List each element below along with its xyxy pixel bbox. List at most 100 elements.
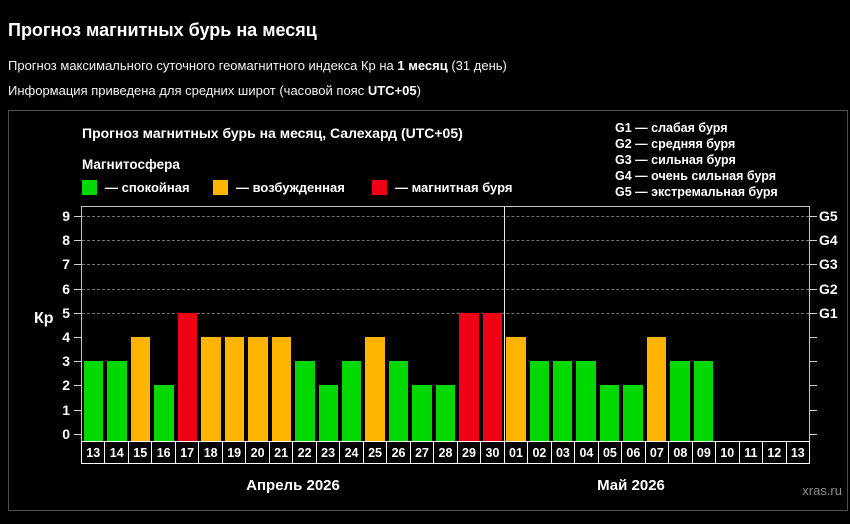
kp-bar-day-21 (271, 337, 292, 442)
y-tick-left (74, 312, 81, 314)
y-tick-label: 4 (62, 329, 70, 345)
y-tick-right (810, 385, 817, 387)
legend-title: Магнитосфера (82, 157, 180, 172)
gridline-kp-5 (82, 312, 809, 314)
kp-bar-day-14 (107, 361, 127, 442)
chart-title: Прогноз магнитных бурь на месяц, Салехар… (82, 125, 463, 141)
y-tick-right (810, 433, 817, 435)
date-cell: 21 (268, 442, 292, 463)
kp-bar-day-05 (599, 385, 620, 442)
kp-bar-day-16 (154, 385, 174, 442)
date-cell: 16 (151, 442, 174, 463)
kp-bar-day-18 (201, 337, 221, 442)
kp-bar-day-17 (177, 312, 198, 442)
kp-bar-day-26 (388, 361, 409, 442)
kp-bar-day-07 (646, 337, 667, 442)
y-tick-left (74, 385, 81, 387)
date-cell: 08 (668, 442, 691, 463)
date-cell: 01 (503, 442, 527, 463)
g-scale-line: G3 — сильная буря (615, 153, 736, 167)
y-tick-label: 7 (62, 256, 70, 273)
date-cell: 17 (174, 442, 198, 463)
y-tick-label: 0 (62, 425, 70, 442)
kp-bar-day-25 (365, 337, 385, 442)
kp-bar-day-30 (482, 312, 503, 442)
y-tick-label: 2 (62, 377, 70, 394)
date-axis-row: 13 14 15 16 17 18 19 20 21 22 23 24 25 26 27 28 29 30 01 02… (81, 441, 810, 464)
y-tick-label: 6 (62, 280, 70, 297)
kp-bar-day-29 (459, 312, 479, 442)
watermark: xras.ru (802, 483, 842, 498)
date-cell: 13 (785, 442, 809, 463)
date-cell: 09 (691, 442, 715, 463)
y-tick-left (74, 240, 81, 242)
legend-label-quiet: — спокойная (105, 180, 190, 195)
y-tick-right (810, 337, 817, 338)
date-cell: 20 (245, 442, 268, 463)
gridline-kp-6 (82, 288, 809, 290)
kp-bar-day-13 (84, 361, 104, 442)
date-cell: 23 (315, 442, 339, 463)
date-cell: 03 (550, 442, 574, 463)
kp-bar-day-19 (224, 337, 245, 442)
gridline-kp-9 (82, 216, 809, 217)
date-cell: 06 (621, 442, 644, 463)
y-tick-label: 8 (62, 232, 70, 249)
date-cell: 18 (198, 442, 221, 463)
y-tick-label: 3 (62, 353, 70, 370)
y-tick-right (810, 264, 817, 266)
date-cell: 04 (574, 442, 597, 463)
g-scale-line: G2 — средняя буря (615, 137, 736, 151)
legend-item-storm: — магнитная буря (372, 180, 512, 195)
page-subtitle-2: Информация приведена для средних широт (… (8, 83, 421, 98)
date-cell: 27 (409, 442, 433, 463)
legend-item-excited: — возбужденная (213, 180, 345, 195)
legend-label-excited: — возбужденная (236, 180, 345, 195)
kp-bar-day-27 (412, 385, 432, 442)
kp-bar-day-15 (130, 337, 151, 442)
date-cell: 19 (221, 442, 245, 463)
y-tick-label: 1 (62, 401, 70, 418)
date-cell: 05 (597, 442, 621, 463)
gridline-kp-8 (82, 240, 809, 242)
kp-bar-day-08 (670, 361, 690, 442)
gridline-kp-7 (82, 264, 809, 266)
y-tick-left (74, 264, 81, 266)
date-cell: 15 (127, 442, 151, 463)
y-tick-right (810, 240, 817, 242)
date-cell: 13 (86, 445, 101, 460)
y-tick-left (74, 288, 81, 290)
kp-bar-day-28 (435, 385, 456, 442)
plot-area: Кр 0 1 2 3 4 5 6 7 8 9 G1 G2 G3 G4 G5 (34, 206, 838, 443)
forecast-chart-panel: Прогноз магнитных бурь на месяц, Салехар… (8, 110, 848, 511)
kp-bar-day-22 (295, 361, 315, 442)
date-cell: 22 (292, 442, 315, 463)
date-cell: 25 (362, 442, 386, 463)
page-title: Прогноз магнитных бурь на месяц (8, 20, 317, 40)
y-axis-title: Кр (34, 310, 54, 327)
quiet-color-swatch (82, 180, 97, 195)
date-cell: 11 (738, 442, 762, 463)
y-tick-right (810, 409, 817, 411)
kp-bar-day-06 (623, 385, 643, 442)
g-scale-legend: G1 — слабая буря G2 — средняя буря G3 — си… (615, 120, 778, 200)
g-scale-line: G5 — экстремальная буря (615, 185, 778, 199)
y-tick-left (74, 337, 81, 338)
excited-color-swatch (213, 180, 228, 195)
y-tick-right (810, 216, 817, 217)
month-separator-line (504, 207, 506, 442)
y-tick-right (810, 361, 817, 363)
kp-bar-day-09 (693, 361, 714, 442)
date-cell: 26 (386, 442, 409, 463)
storm-color-swatch (372, 180, 387, 195)
month-label-may: Май 2026 (597, 477, 665, 494)
g-level-label-G1: G1 (819, 304, 838, 321)
date-cell: 14 (104, 442, 127, 463)
date-cell: 30 (480, 442, 503, 463)
y-tick-left (74, 216, 81, 217)
date-cell: 12 (762, 442, 785, 463)
page-subtitle-1: Прогноз максимального суточного геомагни… (8, 58, 507, 73)
g-level-label-G5: G5 (819, 208, 838, 224)
kp-bar-day-03 (553, 361, 573, 442)
y-tick-right (810, 288, 817, 290)
